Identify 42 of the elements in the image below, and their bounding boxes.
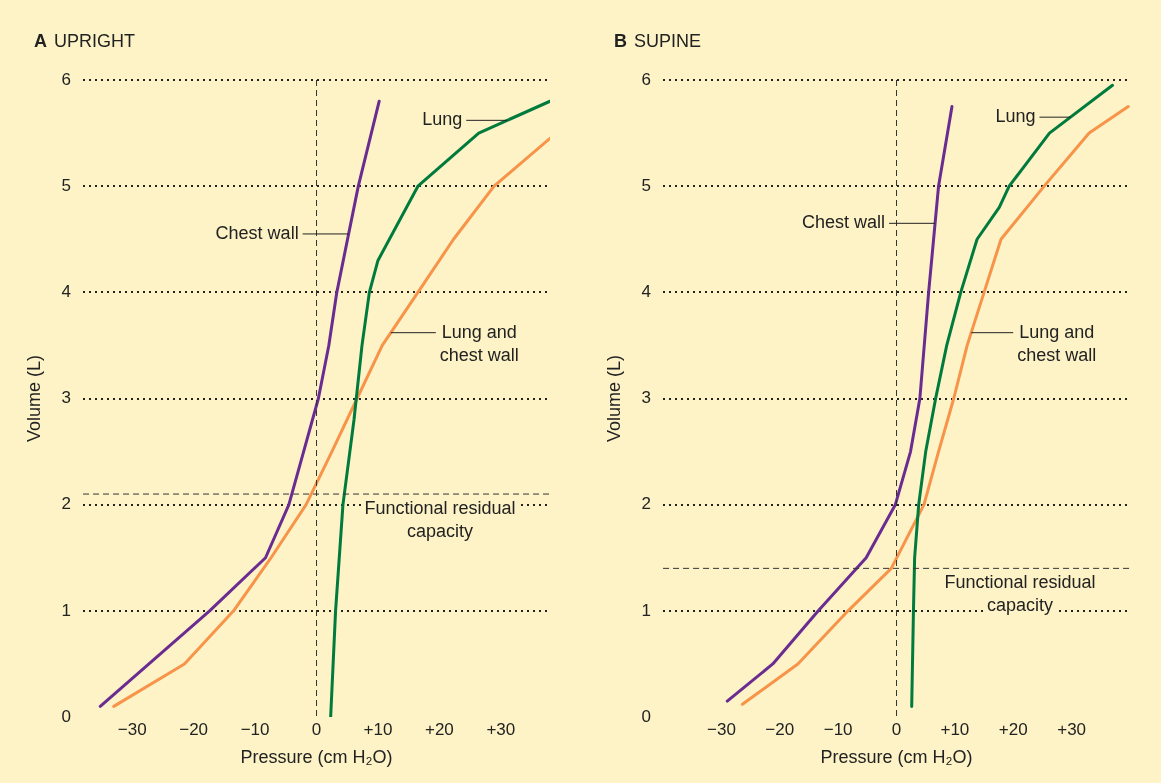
y-tick-label: 0 (61, 706, 72, 726)
y-tick-label: 6 (61, 69, 72, 89)
x-tick-label: −30 (707, 719, 736, 739)
text: Chest wall (215, 222, 299, 243)
y-tick-label: 3 (641, 388, 652, 408)
x-tick-label: +30 (1057, 719, 1087, 739)
y-tick-label: 0 (641, 706, 652, 726)
y-tick-label: 3 (61, 388, 72, 408)
series-label: Lung (422, 109, 463, 130)
x-tick-label: +10 (363, 719, 393, 739)
y-tick-label: 5 (61, 175, 72, 195)
x-tick-label: −10 (240, 719, 270, 739)
text: Lung and chest wall (1017, 321, 1097, 365)
series-label: Lung (995, 106, 1036, 127)
y-tick-label: 1 (641, 600, 652, 620)
x-tick-label: 0 (891, 719, 902, 739)
y-tick-label: 6 (641, 69, 652, 89)
x-axis-title: Pressure (cm H₂O) (240, 747, 393, 768)
y-tick-label: 2 (61, 494, 72, 514)
x-axis-title: Pressure (cm H₂O) (820, 747, 973, 768)
y-tick-label: 2 (641, 494, 652, 514)
x-tick-label: −20 (179, 719, 209, 739)
y-tick-label: 4 (641, 282, 652, 302)
x-tick-label: −30 (117, 719, 147, 739)
x-tick-label: 0 (311, 719, 322, 739)
ref-line-label: Functional residual capacity (364, 498, 516, 542)
y-tick-label: 4 (61, 282, 72, 302)
x-tick-label: +30 (486, 719, 516, 739)
chart-title: B SUPINE (614, 30, 702, 51)
chart-title: A UPRIGHT (34, 30, 136, 51)
x-tick-label: +20 (998, 719, 1028, 739)
series-label: Lung and chest wall (439, 321, 519, 365)
ref-line-label: Functional residual capacity (944, 572, 1096, 616)
x-tick-label: −10 (823, 719, 853, 739)
y-axis-title: Volume (L) (23, 354, 44, 443)
x-tick-label: +20 (424, 719, 454, 739)
y-tick-label: 5 (641, 175, 652, 195)
x-tick-label: −20 (765, 719, 795, 739)
y-tick-label: 1 (61, 600, 72, 620)
text: Chest wall (802, 212, 886, 233)
x-tick-label: +10 (940, 719, 970, 739)
y-axis-title: Volume (L) (603, 354, 624, 443)
